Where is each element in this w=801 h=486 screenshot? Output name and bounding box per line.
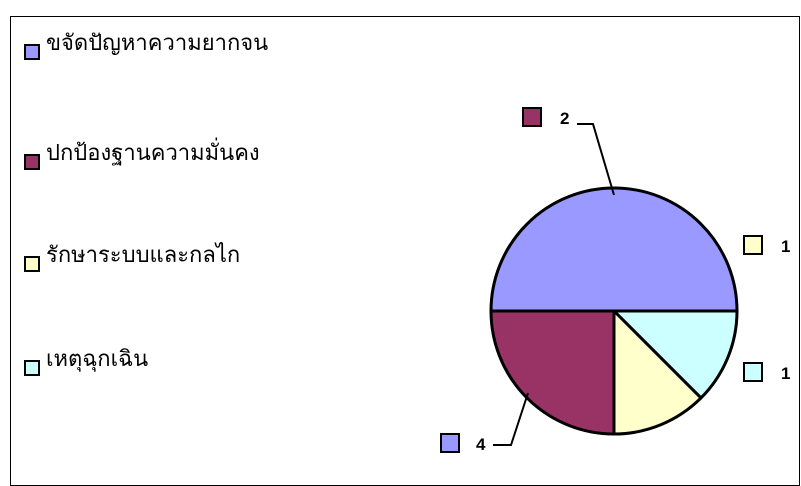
data-label-system: 1 [781,237,790,256]
data-label-security: 2 [560,109,569,128]
legend-swatch-system [24,256,40,272]
data-label-swatch-poverty [440,433,460,453]
legend-item-poverty: ขจัดปัญหาความยากจน [24,31,286,72]
pie-slice-poverty [489,186,739,313]
pie-slices [489,186,739,436]
pie-slice-system [612,309,703,436]
legend-item-security: ปกป้องฐานความมั่นคง [24,141,286,182]
legend-label-system: รักษาระบบและกลไก [46,243,241,268]
legend-label-security: ปกป้องฐานความมั่นคง [46,141,260,166]
pie-data-labels: 2 1 1 4 [440,107,790,454]
legend-label-poverty: ขจัดปัญหาความยากจน [46,31,269,56]
pie-slice-emergency [612,309,739,400]
data-label-swatch-system [743,235,763,255]
data-label-swatch-emergency [743,362,763,382]
legend-item-system: รักษาระบบและกลไก [24,243,286,284]
legend-swatch-emergency [24,360,40,376]
legend-label-emergency: เหตุฉุกเฉิน [46,347,149,372]
pie-slice-security [489,309,616,436]
pie-chart: 2 1 1 4 [440,107,790,454]
pie-leader-lines [493,123,615,446]
data-label-poverty: 4 [476,435,486,454]
legend-swatch-security [24,154,40,170]
data-label-swatch-security [522,107,542,127]
data-label-emergency: 1 [781,364,790,383]
legend-item-emergency: เหตุฉุกเฉิน [24,347,286,388]
legend-swatch-poverty [24,44,40,60]
leader-line-security [577,123,615,196]
leader-line-poverty [493,392,529,446]
